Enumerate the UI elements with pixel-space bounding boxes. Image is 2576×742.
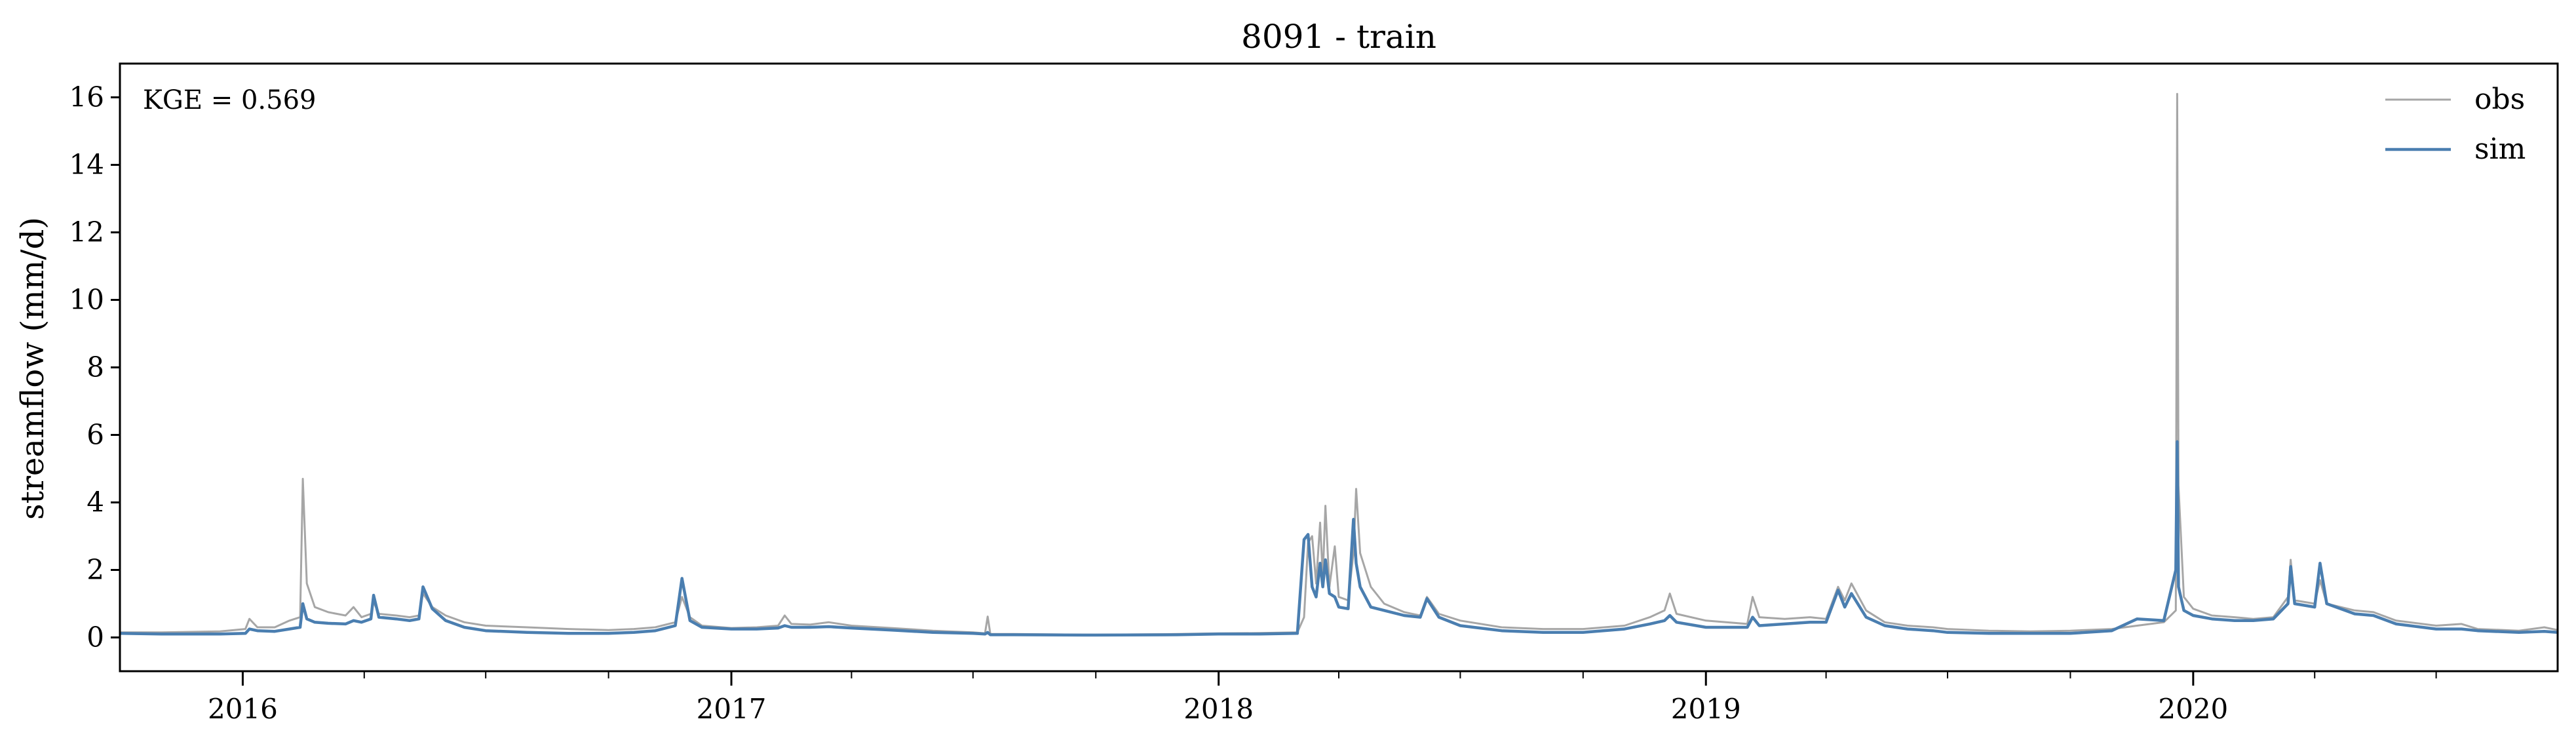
- y-tick-label: 4: [87, 486, 104, 518]
- y-tick-label: 8: [87, 351, 104, 383]
- legend-label-obs: obs: [2474, 83, 2525, 116]
- axes-frame: [119, 62, 2559, 673]
- y-axis-label: streamflow (mm/d): [14, 217, 51, 520]
- y-tick-label: 2: [87, 554, 104, 586]
- x-tick-label: 2020: [2158, 693, 2228, 725]
- series-line-obs: [120, 92, 2558, 636]
- x-tick-label: 2019: [1671, 693, 1741, 725]
- legend: obs sim: [2385, 83, 2526, 166]
- y-tick-label: 14: [69, 149, 104, 181]
- x-tick-label: 2018: [1183, 693, 1254, 725]
- y-tick-label: 10: [69, 284, 104, 316]
- y-axis: 0 2 4 6 8 10 12 14 16: [69, 81, 120, 654]
- plot-area: [119, 62, 2559, 673]
- kge-annotation: KGE = 0.569: [143, 85, 317, 115]
- y-tick-label: 0: [87, 621, 104, 654]
- series-lines: [119, 92, 2558, 637]
- legend-label-sim: sim: [2474, 132, 2526, 166]
- y-tick-label: 16: [69, 81, 104, 113]
- x-tick-label: 2016: [208, 693, 278, 725]
- x-tick-label: 2017: [697, 693, 767, 725]
- y-tick-label: 6: [87, 419, 104, 451]
- x-axis: 2016 2017 2018 2019 2020: [208, 671, 2437, 725]
- y-tick-label: 12: [69, 216, 104, 248]
- chart-title: 8091 - train: [1241, 18, 1436, 56]
- series-line-sim: [119, 440, 2558, 637]
